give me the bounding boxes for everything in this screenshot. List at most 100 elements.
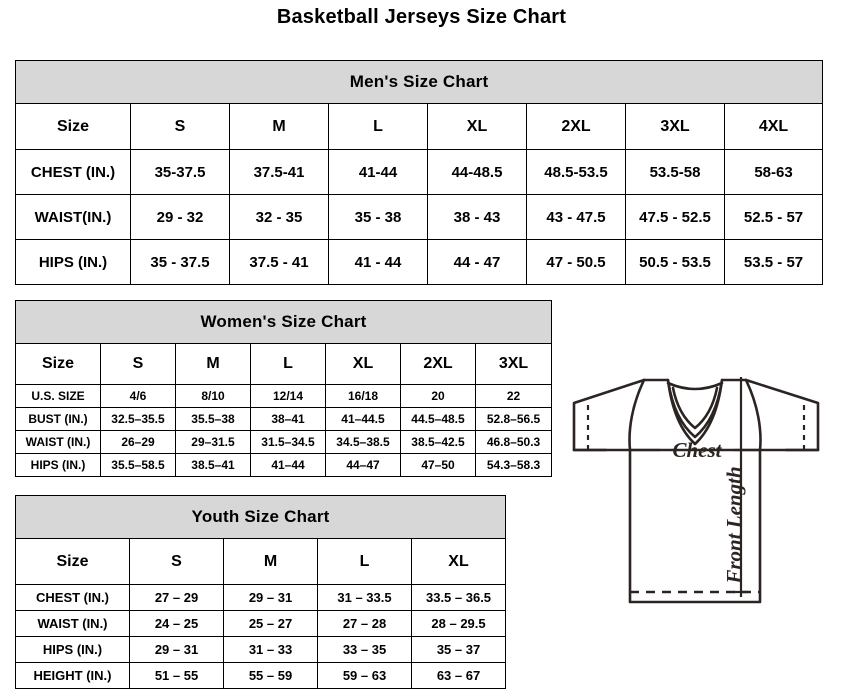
youth-row-label-chest: CHEST (IN.)	[15, 584, 130, 611]
mens-hips-2xl: 47 - 50.5	[526, 239, 626, 285]
youth-col-xl: XL	[410, 538, 507, 585]
youth-size-chart-table: Youth Size Chart Size S M L XL CHEST (IN…	[14, 495, 507, 689]
mens-col-4xl: 4XL	[723, 103, 824, 150]
table-row: WAIST (IN.) 26–29 29–31.5 31.5–34.5 34.5…	[15, 430, 553, 454]
mens-waist-xl: 38 - 43	[427, 194, 527, 240]
womens-bust-l: 38–41	[250, 407, 326, 431]
mens-hips-l: 41 - 44	[328, 239, 428, 285]
womens-us-size-m: 8/10	[175, 384, 251, 408]
womens-col-l: L	[250, 343, 326, 385]
womens-us-size-2xl: 20	[400, 384, 476, 408]
womens-hips-3xl: 54.3–58.3	[474, 453, 553, 477]
youth-waist-xl: 28 – 29.5	[410, 610, 507, 637]
womens-waist-3xl: 46.8–50.3	[474, 430, 553, 454]
womens-col-3xl: 3XL	[474, 343, 553, 385]
table-row: HEIGHT (IN.) 51 – 55 55 – 59 59 – 63 63 …	[15, 662, 507, 689]
table-row: WAIST (IN.) 24 – 25 25 – 27 27 – 28 28 –…	[15, 610, 507, 637]
womens-row-label-us-size: U.S. SIZE	[15, 384, 101, 408]
womens-bust-xl: 41–44.5	[325, 407, 401, 431]
youth-row-label-hips: HIPS (IN.)	[15, 636, 130, 663]
womens-bust-3xl: 52.8–56.5	[474, 407, 553, 431]
right-shoulder-seam	[744, 378, 762, 452]
womens-band-title: Women's Size Chart	[14, 300, 553, 344]
chest-label: Chest	[672, 438, 722, 462]
mens-chest-xl: 44-48.5	[427, 149, 527, 195]
youth-chest-m: 29 – 31	[223, 584, 318, 611]
womens-col-s: S	[100, 343, 176, 385]
table-row: HIPS (IN.) 35.5–58.5 38.5–41 41–44 44–47…	[15, 453, 553, 477]
youth-chest-l: 31 – 33.5	[317, 584, 412, 611]
jersey-measurement-diagram: Chest Front Length	[556, 350, 841, 650]
youth-col-l: L	[317, 538, 412, 585]
mens-col-3xl: 3XL	[625, 103, 725, 150]
youth-hips-m: 31 – 33	[223, 636, 318, 663]
womens-hips-s: 35.5–58.5	[100, 453, 176, 477]
table-row: HIPS (IN.) 29 – 31 31 – 33 33 – 35 35 – …	[15, 636, 507, 663]
womens-us-size-l: 12/14	[250, 384, 326, 408]
youth-header-row: Size S M L XL	[15, 538, 507, 585]
left-shoulder-seam	[628, 378, 646, 452]
mens-waist-3xl: 47.5 - 52.5	[625, 194, 725, 240]
youth-waist-l: 27 – 28	[317, 610, 412, 637]
mens-col-2xl: 2XL	[526, 103, 626, 150]
womens-hips-xl: 44–47	[325, 453, 401, 477]
womens-hips-m: 38.5–41	[175, 453, 251, 477]
mens-header-row: Size S M L XL 2XL 3XL 4XL	[15, 103, 824, 150]
jersey-illustration-svg: Chest Front Length	[572, 377, 820, 604]
youth-hips-s: 29 – 31	[129, 636, 224, 663]
mens-hips-m: 37.5 - 41	[229, 239, 329, 285]
mens-col-m: M	[229, 103, 329, 150]
table-row: CHEST (IN.) 35-37.5 37.5-41 41-44 44-48.…	[15, 149, 824, 195]
mens-waist-s: 29 - 32	[130, 194, 230, 240]
mens-hips-3xl: 50.5 - 53.5	[625, 239, 725, 285]
youth-hips-xl: 35 – 37	[410, 636, 507, 663]
mens-band-title: Men's Size Chart	[14, 60, 824, 104]
mens-hips-s: 35 - 37.5	[130, 239, 230, 285]
mens-waist-4xl: 52.5 - 57	[723, 194, 824, 240]
table-row: U.S. SIZE 4/6 8/10 12/14 16/18 20 22	[15, 384, 553, 408]
youth-chest-xl: 33.5 – 36.5	[410, 584, 507, 611]
mens-row-label-chest: CHEST (IN.)	[15, 149, 131, 195]
womens-hips-2xl: 47–50	[400, 453, 476, 477]
mens-chest-l: 41-44	[328, 149, 428, 195]
womens-waist-m: 29–31.5	[175, 430, 251, 454]
youth-row-label-waist: WAIST (IN.)	[15, 610, 130, 637]
mens-col-xl: XL	[427, 103, 527, 150]
womens-bust-2xl: 44.5–48.5	[400, 407, 476, 431]
womens-col-xl: XL	[325, 343, 401, 385]
youth-waist-m: 25 – 27	[223, 610, 318, 637]
womens-us-size-xl: 16/18	[325, 384, 401, 408]
mens-waist-m: 32 - 35	[229, 194, 329, 240]
youth-row-label-height: HEIGHT (IN.)	[15, 662, 130, 689]
womens-waist-2xl: 38.5–42.5	[400, 430, 476, 454]
youth-hips-l: 33 – 35	[317, 636, 412, 663]
womens-col-m: M	[175, 343, 251, 385]
youth-height-xl: 63 – 67	[410, 662, 507, 689]
mens-row-label-waist: WAIST(IN.)	[15, 194, 131, 240]
youth-col-m: M	[223, 538, 318, 585]
vneck-rib-line-1	[666, 378, 724, 439]
mens-hips-4xl: 53.5 - 57	[723, 239, 824, 285]
jersey-body-outline	[628, 448, 762, 604]
vneck-collar-curve	[666, 381, 724, 391]
womens-size-chart-table: Women's Size Chart Size S M L XL 2XL 3XL…	[14, 300, 553, 477]
mens-waist-2xl: 43 - 47.5	[526, 194, 626, 240]
womens-hips-l: 41–44	[250, 453, 326, 477]
youth-height-s: 51 – 55	[129, 662, 224, 689]
womens-waist-l: 31.5–34.5	[250, 430, 326, 454]
youth-waist-s: 24 – 25	[129, 610, 224, 637]
womens-header-row: Size S M L XL 2XL 3XL	[15, 343, 553, 385]
womens-col-size: Size	[15, 343, 101, 385]
mens-waist-l: 35 - 38	[328, 194, 428, 240]
left-sleeve-outline	[572, 378, 646, 452]
mens-hips-xl: 44 - 47	[427, 239, 527, 285]
table-row: WAIST(IN.) 29 - 32 32 - 35 35 - 38 38 - …	[15, 194, 824, 240]
mens-chest-m: 37.5-41	[229, 149, 329, 195]
mens-chest-s: 35-37.5	[130, 149, 230, 195]
youth-height-m: 55 – 59	[223, 662, 318, 689]
youth-height-l: 59 – 63	[317, 662, 412, 689]
youth-band-title: Youth Size Chart	[14, 495, 507, 539]
womens-bust-m: 35.5–38	[175, 407, 251, 431]
youth-col-size: Size	[15, 538, 130, 585]
mens-col-s: S	[130, 103, 230, 150]
